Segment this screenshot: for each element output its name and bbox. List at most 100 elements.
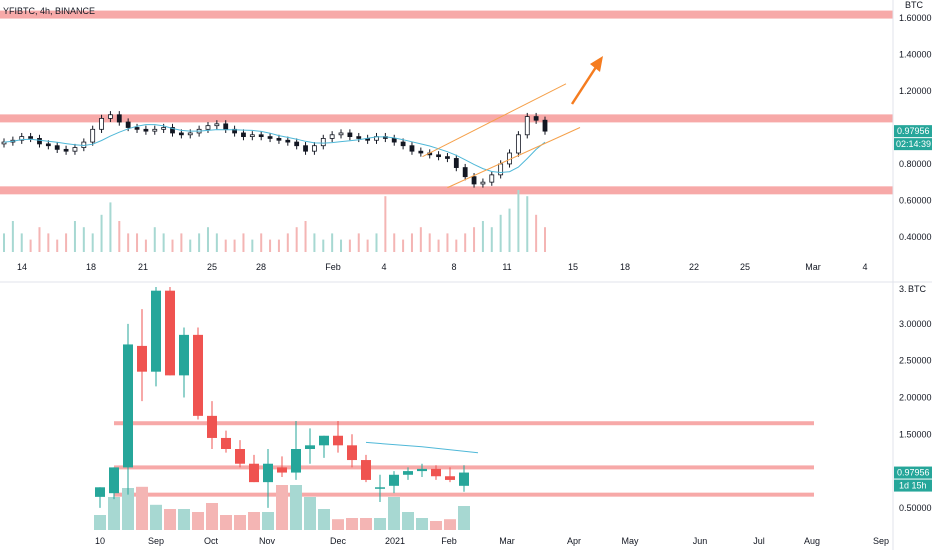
top-volume-bar xyxy=(3,233,5,252)
bottom-candle-body[interactable] xyxy=(319,435,329,446)
top-candle-body[interactable] xyxy=(338,132,344,136)
top-candle-body[interactable] xyxy=(533,116,539,121)
top-candle-body[interactable] xyxy=(329,134,335,139)
top-volume-bar xyxy=(65,233,68,252)
bottom-candle-body[interactable] xyxy=(193,334,203,416)
bottom-candle-body[interactable] xyxy=(361,460,371,480)
bottom-candle-body[interactable] xyxy=(137,345,147,372)
top-candle-body[interactable] xyxy=(134,127,140,130)
top-candle-body[interactable] xyxy=(54,145,60,150)
top-candle-body[interactable] xyxy=(223,123,229,130)
bottom-candle-body[interactable] xyxy=(403,471,413,475)
top-candle-body[interactable] xyxy=(462,167,468,178)
top-candle-body[interactable] xyxy=(170,127,175,134)
bottom-volume-bar xyxy=(178,509,190,530)
top-candle-body[interactable] xyxy=(28,136,34,139)
top-candle-body[interactable] xyxy=(320,138,326,147)
top-candle-body[interactable] xyxy=(356,136,362,139)
top-candle-body[interactable] xyxy=(400,141,406,147)
candles-layer[interactable] xyxy=(1,111,548,508)
top-volume-bar xyxy=(419,227,422,252)
top-candle-body[interactable] xyxy=(45,143,51,147)
top-candle-body[interactable] xyxy=(99,117,104,130)
top-volume-bar xyxy=(224,239,227,252)
top-candle-body[interactable] xyxy=(542,119,548,132)
bottom-candle-body[interactable] xyxy=(263,463,273,483)
top-candle-body[interactable] xyxy=(480,181,486,185)
channel-upper-line xyxy=(422,83,567,158)
top-candle-body[interactable] xyxy=(258,134,264,138)
top-candle-body[interactable] xyxy=(436,154,441,158)
top-candle-body[interactable] xyxy=(524,116,530,136)
bottom-candle-body[interactable] xyxy=(431,468,441,477)
top-candle-body[interactable] xyxy=(187,132,193,136)
bottom-candle-body[interactable] xyxy=(347,445,357,461)
bottom-candle-body[interactable] xyxy=(179,334,189,376)
bottom-candle-body[interactable] xyxy=(249,463,259,483)
top-candle-body[interactable] xyxy=(37,138,42,145)
top-candle-body[interactable] xyxy=(249,134,255,138)
top-candle-body[interactable] xyxy=(63,148,69,152)
top-candle-body[interactable] xyxy=(445,156,450,159)
top-candle-body[interactable] xyxy=(276,138,282,141)
top-candle-body[interactable] xyxy=(214,123,220,127)
top-candle-body[interactable] xyxy=(489,174,495,183)
bottom-candle-body[interactable] xyxy=(151,290,161,372)
top-candle-body[interactable] xyxy=(498,163,504,176)
bottom-candle-body[interactable] xyxy=(291,449,301,473)
top-candle-body[interactable] xyxy=(72,147,78,152)
top-volume-bar xyxy=(144,239,147,252)
top-candle-body[interactable] xyxy=(125,121,131,128)
top-volume-bar xyxy=(428,233,431,252)
top-candle-body[interactable] xyxy=(453,158,459,168)
top-candle-body[interactable] xyxy=(178,132,184,136)
top-candle-body[interactable] xyxy=(409,145,415,152)
top-candle-body[interactable] xyxy=(471,176,477,185)
top-candle-body[interactable] xyxy=(152,128,158,132)
top-volume-bar xyxy=(384,196,387,252)
top-candle-body[interactable] xyxy=(312,145,317,152)
top-volume-bar xyxy=(47,233,50,252)
top-candle-body[interactable] xyxy=(108,114,113,119)
bottom-candle-body[interactable] xyxy=(221,437,231,449)
bottom-candle-body[interactable] xyxy=(305,445,315,449)
bottom-candle-body[interactable] xyxy=(235,449,245,464)
bottom-candle-body[interactable] xyxy=(277,467,287,473)
top-candle-body[interactable] xyxy=(19,136,25,141)
bottom-candle-body[interactable] xyxy=(417,468,427,472)
top-candle-body[interactable] xyxy=(515,134,521,154)
top-volume-bar xyxy=(56,239,59,252)
top-candle-body[interactable] xyxy=(418,150,424,154)
top-candle-body[interactable] xyxy=(347,132,353,138)
top-candle-body[interactable] xyxy=(241,132,246,138)
bottom-candle-body[interactable] xyxy=(207,415,217,438)
top-candle-body[interactable] xyxy=(285,139,291,143)
top-candle-body[interactable] xyxy=(116,114,122,123)
top-candle-body[interactable] xyxy=(143,128,149,132)
top-volume-bar xyxy=(82,227,85,252)
top-candle-body[interactable] xyxy=(90,128,96,143)
bottom-candle-body[interactable] xyxy=(109,467,119,494)
bottom-price-tick-label: 0.50000 xyxy=(899,503,932,513)
bottom-candle-body[interactable] xyxy=(375,487,385,489)
top-date-tick-label: 8 xyxy=(451,262,456,272)
top-candle-body[interactable] xyxy=(267,136,273,139)
bottom-candle-body[interactable] xyxy=(95,487,105,497)
top-candle-body[interactable] xyxy=(294,141,300,147)
bottom-volume-bar xyxy=(430,521,442,530)
top-countdown-label: 02:14:39 xyxy=(896,139,931,149)
bottom-candle-body[interactable] xyxy=(165,290,175,376)
bottom-candle-body[interactable] xyxy=(333,435,343,446)
bottom-candle-body[interactable] xyxy=(123,344,133,468)
top-candle-body[interactable] xyxy=(303,145,308,152)
top-candle-body[interactable] xyxy=(391,138,397,143)
annotations-layer xyxy=(3,56,603,454)
bottom-date-tick-label: Jul xyxy=(753,536,765,546)
top-candle-body[interactable] xyxy=(205,125,211,130)
bottom-date-tick-label: Mar xyxy=(499,536,515,546)
bottom-candle-body[interactable] xyxy=(389,474,399,486)
top-candle-body[interactable] xyxy=(161,127,167,130)
bottom-candle-body[interactable] xyxy=(459,472,469,486)
bottom-candle-body[interactable] xyxy=(445,476,455,480)
